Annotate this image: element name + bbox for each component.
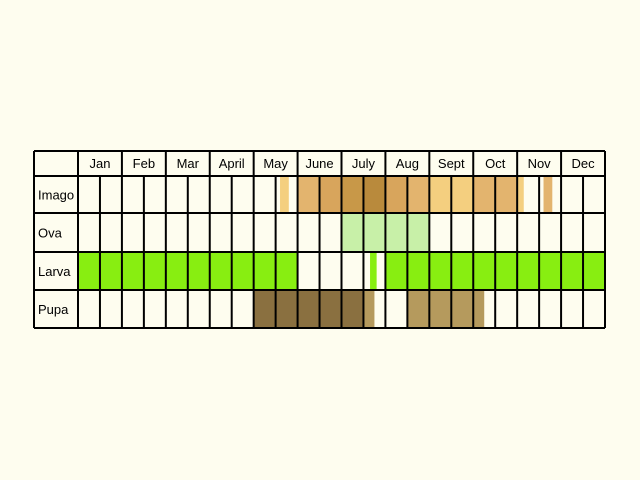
band-imago-2 [319, 176, 342, 213]
month-label-7: Aug [396, 156, 419, 171]
stage-label-pupa: Pupa [38, 302, 69, 317]
band-imago-1 [297, 176, 320, 213]
stage-labels: Imago Ova Larva Pupa [38, 188, 74, 318]
month-label-2: Mar [177, 156, 200, 171]
band-larva-13 [370, 252, 377, 290]
stage-label-larva: Larva [38, 264, 71, 279]
month-label-0: Jan [89, 156, 110, 171]
band-imago-6 [407, 176, 430, 213]
month-labels: Jan Feb Mar April May June July Aug Sept Oct Nov De… [89, 156, 595, 171]
stage-label-ova: Ova [38, 226, 63, 241]
month-label-6: July [352, 156, 376, 171]
band-pupa-16 [363, 290, 375, 328]
band-imago-0 [280, 176, 289, 213]
month-label-5: June [305, 156, 333, 171]
month-label-8: Sept [438, 156, 465, 171]
band-imago-4 [363, 176, 386, 213]
month-label-11: Dec [571, 156, 595, 171]
month-label-3: April [219, 156, 245, 171]
month-label-1: Feb [133, 156, 155, 171]
month-label-4: May [263, 156, 288, 171]
band-pupa-17 [407, 290, 485, 328]
month-label-9: Oct [485, 156, 506, 171]
gridlines [33, 150, 606, 329]
band-imago-9 [517, 176, 524, 213]
band-pupa-15 [253, 290, 364, 328]
band-imago-3 [341, 176, 364, 213]
band-imago-5 [385, 176, 408, 213]
month-label-10: Nov [528, 156, 552, 171]
band-imago-10 [543, 176, 553, 213]
stage-label-imago: Imago [38, 188, 74, 203]
